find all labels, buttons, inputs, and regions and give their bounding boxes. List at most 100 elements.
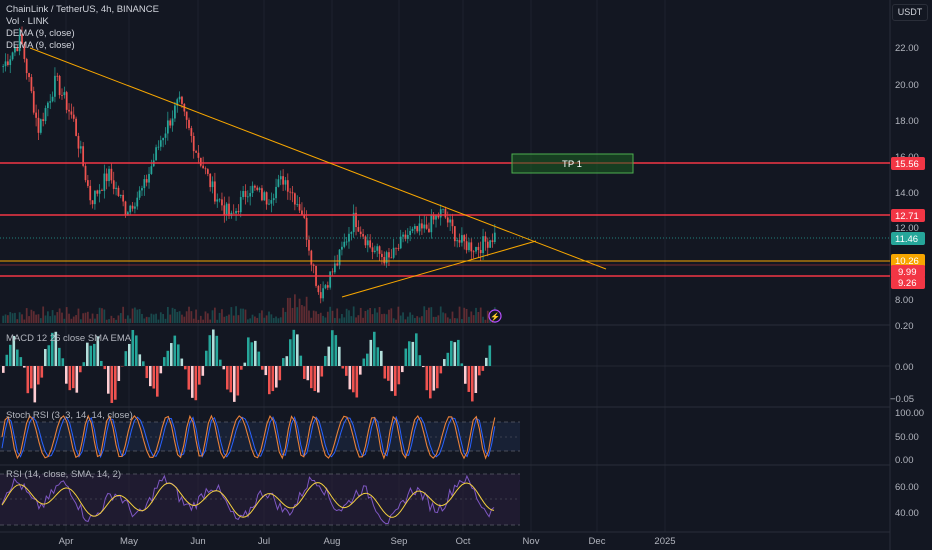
macd-bar [152, 366, 156, 389]
candle-body [199, 157, 202, 166]
price-tick: 22.00 [895, 43, 919, 54]
macd-bar [331, 330, 334, 366]
macd-bar [212, 329, 215, 366]
volume-bar [270, 314, 273, 323]
candle-body [204, 168, 207, 170]
tp-zone-box[interactable] [511, 153, 634, 174]
ascending-trendline[interactable] [341, 240, 537, 298]
price-candles[interactable] [2, 26, 496, 304]
volume-bar [277, 318, 280, 323]
macd-bar [299, 355, 303, 366]
macd-bar [390, 366, 394, 392]
candle-body [235, 210, 237, 214]
candle-body [277, 179, 280, 187]
macd-legend[interactable]: MACD 12 26 close SMA EMA [6, 333, 132, 344]
macd-bar [264, 366, 268, 376]
macd-bar [86, 342, 89, 366]
candle-body [181, 96, 183, 104]
candle-body [49, 101, 52, 103]
volume-bar [126, 315, 129, 323]
candle-body [72, 114, 75, 119]
candle-body [4, 61, 7, 67]
stoch-tick: 100.00 [895, 408, 924, 419]
candle-body [16, 47, 19, 52]
volume-bar [282, 307, 284, 323]
volume-bar [166, 306, 169, 323]
macd-bar [289, 339, 292, 366]
rsi-tick: 40.00 [895, 508, 919, 519]
price-tags: 15.56 12.71 11.46 10.26 9.99 9.26 [891, 157, 925, 289]
volume-bar [230, 307, 233, 323]
volume-bar [30, 309, 33, 323]
candle-body [98, 190, 101, 194]
volume-bar [162, 313, 165, 323]
macd-bar [215, 335, 219, 366]
macd-bar [341, 366, 345, 369]
volume-bar [319, 312, 322, 323]
volume-bar [298, 298, 301, 323]
volume-bar [286, 297, 289, 323]
volume-bar [91, 313, 94, 323]
candle-body [94, 190, 96, 205]
candle-body [190, 128, 193, 136]
macd-bar [443, 359, 446, 366]
volume-bar [239, 308, 242, 323]
volume-bar [2, 315, 5, 323]
candle-body [157, 146, 160, 148]
macd-bar [145, 366, 149, 379]
dema-legend-1[interactable]: DEMA (9, close) [6, 28, 75, 39]
macd-bar [292, 329, 296, 366]
candle-body [381, 253, 383, 258]
macd-bar [156, 366, 159, 397]
stoch-d-line [1, 415, 496, 459]
macd-bar [418, 355, 422, 366]
volume-bar [183, 316, 186, 323]
candle-body [75, 118, 77, 136]
macd-bar [47, 345, 51, 366]
volume-bar [218, 312, 221, 323]
price-tag-current [891, 232, 925, 245]
descending-trendline[interactable] [29, 47, 607, 270]
time-axis[interactable]: Apr May Jun Jul Aug Sep Oct Nov Dec 2025 [59, 536, 676, 547]
volume-bar [18, 312, 21, 323]
volume-bar [418, 317, 421, 323]
macd-tick: 0.00 [895, 362, 914, 373]
volume-bar [329, 306, 332, 323]
lightning-glyph: ⚡ [490, 312, 500, 322]
macd-bar [173, 335, 177, 366]
candle-body [192, 135, 195, 152]
lightning-event-icon[interactable] [488, 309, 502, 323]
stoch-legend[interactable]: Stoch RSI (3, 3, 14, 14, close) [6, 410, 133, 421]
candle-body [44, 108, 47, 122]
candle-body [435, 215, 437, 220]
volume-bar [103, 309, 106, 323]
macd-bar [40, 366, 44, 378]
candle-body [131, 205, 134, 209]
macd-bar [488, 345, 492, 366]
volume-bar [425, 310, 428, 323]
candle-body [256, 187, 259, 190]
volume-legend[interactable]: Vol · LINK [6, 16, 49, 27]
dema-legend-2[interactable]: DEMA (9, close) [6, 40, 75, 51]
macd-bar [425, 366, 429, 391]
volume-bar [228, 314, 230, 323]
symbol-legend[interactable]: ChainLink / TetherUS, 4h, BINANCE [6, 4, 159, 15]
candle-body [333, 263, 336, 273]
candle-body [355, 212, 357, 228]
candle-body [298, 204, 301, 211]
price-tick: 14.00 [895, 188, 919, 199]
time-label: Jun [190, 536, 205, 547]
volume-bar [65, 307, 68, 323]
macd-tick: 0.20 [895, 321, 914, 332]
candle-body [296, 204, 299, 205]
rsi-legend[interactable]: RSI (14, close, SMA, 14, 2) [6, 469, 121, 480]
macd-bar [96, 336, 100, 366]
currency-selector[interactable]: USDT [892, 4, 928, 21]
volume-bar [68, 313, 70, 323]
macd-bar [401, 366, 404, 373]
volume-bar [444, 313, 447, 323]
candle-body [359, 231, 362, 235]
candle-body [350, 232, 353, 234]
macd-bar [303, 366, 306, 379]
